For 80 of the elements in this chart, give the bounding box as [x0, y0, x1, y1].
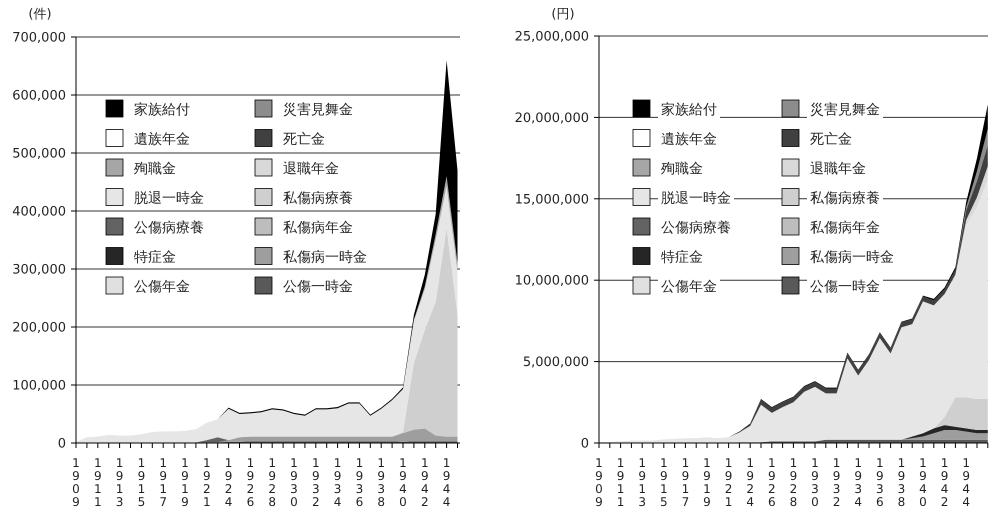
y-tick-label: 400,000	[12, 204, 66, 220]
legend-label: 私傷病年金	[810, 220, 880, 236]
x-tick-label: 1940	[399, 456, 407, 509]
x-tick-label: 1921	[724, 456, 732, 509]
y-tick-label: 300,000	[12, 262, 66, 278]
legend-label: 公傷一時金	[810, 279, 880, 295]
x-tick-label: 1926	[768, 456, 776, 509]
legend-label: 家族給付	[661, 102, 717, 118]
legend-label: 遺族年金	[134, 132, 190, 148]
x-tick-label: 1919	[181, 456, 189, 509]
legend-label: 脱退一時金	[661, 190, 731, 206]
x-tick-label: 1944	[962, 456, 970, 509]
legend-label: 公傷年金	[661, 279, 717, 295]
legend-label: 災害見舞金	[810, 102, 880, 118]
x-tick-label: 1930	[290, 456, 298, 509]
x-tick-label: 1930	[811, 456, 819, 509]
y-tick-label: 500,000	[12, 146, 66, 162]
x-tick-label: 1934	[334, 456, 342, 509]
y-tick-label: 0	[58, 436, 66, 452]
x-tick-label: 1915	[660, 456, 668, 509]
x-tick-label: 1911	[94, 456, 102, 509]
y-tick-label: 20,000,000	[514, 110, 589, 126]
legend-label: 私傷病年金	[283, 220, 353, 236]
legend-label: 家族給付	[134, 102, 190, 118]
legend-label: 公傷病療養	[661, 220, 731, 236]
legend-label: 遺族年金	[661, 132, 717, 148]
legend-label: 私傷病療養	[810, 190, 880, 206]
x-tick-label: 1932	[312, 456, 320, 509]
y-tick-label: 200,000	[12, 320, 66, 336]
x-tick-label: 1924	[746, 456, 754, 509]
x-tick-label: 1913	[116, 456, 124, 509]
y-tick-label: 0	[580, 436, 589, 452]
x-tick-label: 1928	[790, 456, 798, 509]
x-tick-label: 1938	[898, 456, 906, 509]
x-tick-label: 1932	[832, 456, 840, 509]
y-tick-label: 10,000,000	[514, 274, 589, 289]
legend-label: 殉職金	[134, 161, 176, 177]
x-tick-label: 1915	[138, 456, 146, 509]
y-tick-label: 5,000,000	[522, 355, 589, 370]
legend-label: 死亡金	[283, 132, 325, 148]
x-tick-label: 1944	[442, 456, 450, 509]
y-tick-label: 600,000	[12, 88, 66, 104]
legend-label: 脱退一時金	[134, 190, 204, 206]
y-axis-title: (件)	[28, 7, 52, 22]
legend-label: 私傷病一時金	[283, 250, 367, 266]
legend-label: 公傷病療養	[134, 220, 204, 236]
x-tick-label: 1917	[682, 456, 690, 509]
x-tick-label: 1934	[854, 456, 862, 509]
x-tick-label: 1942	[420, 456, 429, 509]
legend-label: 私傷病療養	[283, 190, 353, 206]
legend-label: 特症金	[661, 250, 703, 266]
x-tick-label: 1942	[940, 456, 948, 509]
legend-label: 退職年金	[810, 161, 866, 177]
x-tick-label: 1911	[616, 456, 624, 509]
legend-label: 私傷病一時金	[810, 250, 894, 266]
y-tick-label: 15,000,000	[514, 192, 589, 208]
legend-label: 死亡金	[810, 132, 852, 148]
x-tick-label: 1909	[595, 456, 603, 509]
x-tick-label: 1936	[356, 456, 364, 509]
x-tick-label: 1921	[202, 456, 211, 509]
x-tick-label: 1936	[876, 456, 884, 509]
y-axis-title: (円)	[551, 7, 575, 22]
x-tick-label: 1913	[638, 456, 646, 509]
x-tick-label: 1940	[919, 456, 927, 509]
x-tick-label: 1919	[703, 456, 711, 509]
y-tick-label: 100,000	[12, 378, 66, 394]
x-tick-label: 1909	[72, 456, 80, 509]
x-tick-label: 1924	[224, 456, 232, 509]
y-tick-label: 700,000	[12, 30, 66, 46]
y-tick-label: 25,000,000	[514, 30, 589, 44]
legend-label: 殉職金	[661, 161, 703, 177]
x-tick-label: 1917	[159, 456, 168, 509]
legend-label: 退職年金	[283, 161, 339, 177]
legend-label: 特症金	[134, 250, 176, 266]
x-tick-label: 1928	[268, 456, 276, 509]
legend-label: 公傷一時金	[283, 279, 353, 295]
x-tick-label: 1938	[377, 456, 386, 509]
legend-label: 災害見舞金	[283, 102, 353, 118]
legend-label: 公傷年金	[134, 279, 190, 295]
x-tick-label: 1926	[246, 456, 254, 509]
